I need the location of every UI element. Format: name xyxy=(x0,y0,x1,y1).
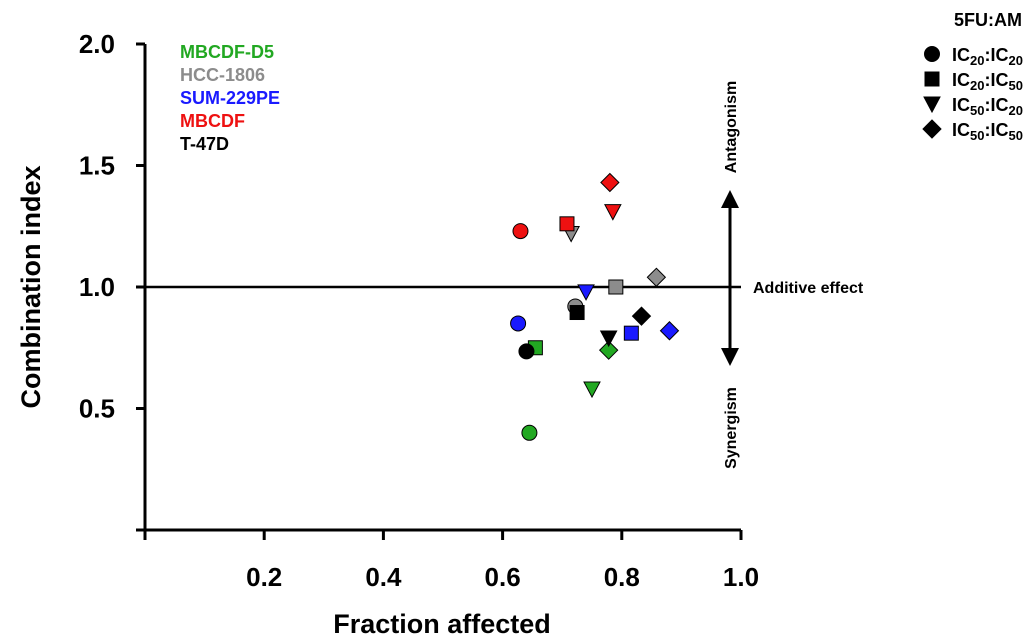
antagonism-label: Antagonism xyxy=(723,81,740,173)
series-mbcdf-d5 xyxy=(522,341,618,441)
cell-line-label: MBCDF-D5 xyxy=(180,42,274,62)
cell-line-label: T-47D xyxy=(180,134,229,154)
legend-title: 5FU:AM xyxy=(954,10,1022,30)
circle-point xyxy=(519,344,534,359)
y-tick-label: 2.0 xyxy=(79,29,115,59)
y-tick-label: 1.5 xyxy=(79,151,115,181)
legend-entry-label: IC20:IC50 xyxy=(952,70,1023,93)
arrow-head-up xyxy=(721,190,739,208)
data-points xyxy=(511,174,679,441)
series-hcc-1806 xyxy=(563,227,665,314)
triangle-down-point xyxy=(605,205,621,220)
ratio-legend: 5FU:AM IC20:IC20IC20:IC50IC50:IC20IC50:I… xyxy=(923,10,1023,143)
synergism-label: Synergism xyxy=(723,387,740,469)
legend-entry-label: IC20:IC20 xyxy=(952,45,1023,68)
diamond-point xyxy=(601,174,619,192)
series-mbcdf xyxy=(513,174,621,239)
x-tick-label: 0.4 xyxy=(365,562,402,592)
circle-point xyxy=(511,316,526,331)
x-axis-ticks: 0.2 0.4 0.6 0.8 1.0 xyxy=(145,530,759,592)
y-axis-title: Combination index xyxy=(16,166,46,409)
square-point xyxy=(560,217,574,231)
cell-line-label: HCC-1806 xyxy=(180,65,265,85)
x-tick-label: 0.6 xyxy=(485,562,521,592)
additive-effect-label: Additive effect xyxy=(753,280,864,297)
triangle-down-point xyxy=(601,331,617,346)
triangle-down-point xyxy=(584,382,600,397)
legend-square-marker xyxy=(925,72,939,86)
legend-entry-label: IC50:IC50 xyxy=(952,120,1023,143)
cell-line-label: SUM-229PE xyxy=(180,88,280,108)
circle-point xyxy=(513,224,528,239)
circle-point xyxy=(522,425,537,440)
legend-circle-marker xyxy=(925,47,940,62)
arrow-head-down xyxy=(721,348,739,366)
diamond-point xyxy=(660,322,678,340)
x-tick-label: 0.8 xyxy=(604,562,640,592)
antagonism-synergism-arrow xyxy=(721,190,739,366)
diamond-point xyxy=(632,307,650,325)
x-axis-title: Fraction affected xyxy=(333,609,551,639)
square-point xyxy=(609,280,623,294)
diamond-point xyxy=(647,268,665,286)
y-tick-label: 0.5 xyxy=(79,394,115,424)
legend-diamond-marker xyxy=(923,120,941,138)
square-point xyxy=(624,326,638,340)
legend-entry-label: IC50:IC20 xyxy=(952,95,1023,118)
triangle-down-point xyxy=(578,285,594,300)
cell-line-label: MBCDF xyxy=(180,111,245,131)
cell-line-legend: MBCDF-D5 HCC-1806 SUM-229PE MBCDF T-47D xyxy=(180,42,280,154)
y-tick-label: 1.0 xyxy=(79,272,115,302)
x-tick-label: 1.0 xyxy=(723,562,759,592)
square-point xyxy=(570,306,584,320)
legend-triangle-down-marker xyxy=(924,97,940,112)
y-axis-ticks: 0.5 1.0 1.5 2.0 xyxy=(79,29,145,530)
x-tick-label: 0.2 xyxy=(246,562,282,592)
series-sum-229pe xyxy=(511,285,679,340)
